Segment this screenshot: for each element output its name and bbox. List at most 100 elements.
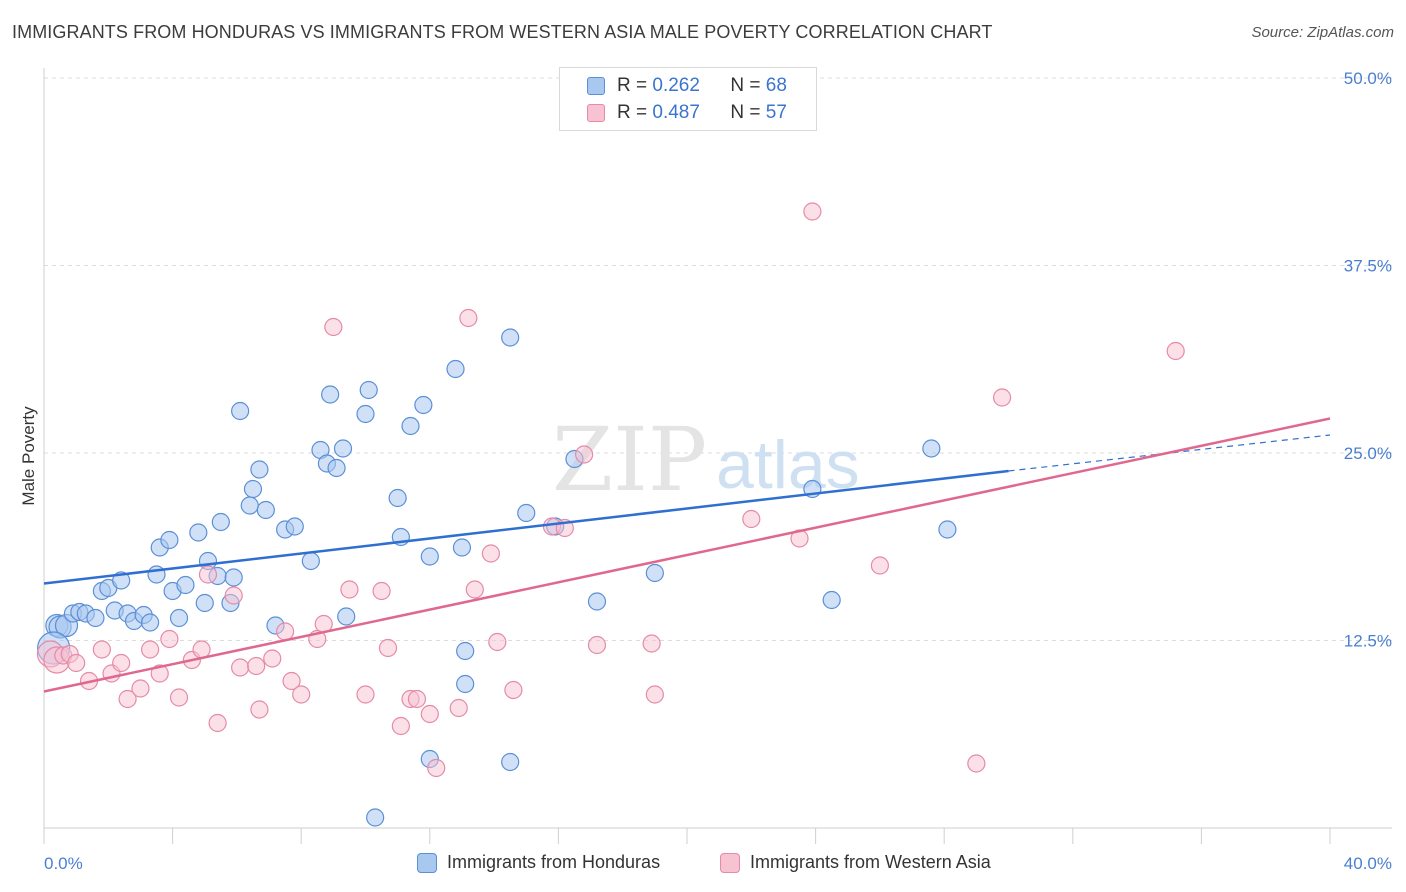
point-honduras [86,608,105,628]
point-western-asia [967,754,986,773]
point-western-asia [250,700,269,719]
axes [43,68,1392,844]
bottom-legend-label: Immigrants from Honduras [447,852,661,872]
stats-legend: R = 0.262 N = 68 R = 0.487 N = 57 [559,67,817,131]
point-western-asia [263,649,282,668]
legend-row-western-asia: R = 0.487 N = 57 [560,100,787,126]
trend-line-western-asia [43,417,1331,693]
point-honduras [822,590,841,610]
point-honduras [301,551,320,571]
point-western-asia [427,758,446,778]
y-tick-label: 12.5% [1344,632,1392,651]
point-western-asia [140,640,160,659]
point-honduras [160,530,179,550]
point-western-asia [192,640,211,659]
legend-row-honduras: R = 0.262 N = 68 [560,73,787,99]
tick-labels: 12.5% 25.0% 37.5% 50.0% 0.0% 40.0% [44,69,1392,873]
bottom-legend-honduras: Immigrants from Honduras [417,852,660,873]
point-western-asia [198,565,218,584]
point-western-asia [587,635,607,655]
point-western-asia [231,658,250,677]
point-honduras [456,641,475,661]
point-honduras [452,538,472,557]
point-western-asia [391,716,410,736]
point-honduras [337,607,356,626]
point-western-asia [67,653,86,673]
point-western-asia [282,671,301,691]
y-axis-label: Male Poverty [19,406,38,506]
point-western-asia [169,688,189,707]
point-honduras [169,608,189,628]
point-honduras [922,439,941,458]
point-western-asia [459,308,478,328]
point-honduras [189,523,208,542]
point-honduras [243,479,263,499]
point-western-asia [340,580,359,599]
point-honduras [420,547,439,566]
chart-title: IMMIGRANTS FROM HONDURAS VS IMMIGRANTS F… [12,22,993,42]
point-western-asia [160,629,179,649]
point-western-asia [803,202,822,221]
point-honduras [256,500,275,520]
point-western-asia [356,685,375,704]
point-honduras [366,808,385,827]
point-western-asia [208,713,227,733]
legend-r-value: 0.487 [652,102,700,123]
legend-n-label: N = [730,102,761,123]
point-honduras [333,439,353,458]
y-tick-label: 25.0% [1344,444,1392,463]
y-tick-label: 50.0% [1344,69,1392,88]
legend-n-value: 57 [765,102,787,123]
chart-source: Source: ZipAtlas.com [1251,24,1394,41]
point-honduras [456,674,475,694]
trend-line-honduras [43,469,1009,585]
point-honduras [195,593,214,613]
point-honduras [401,416,420,436]
point-honduras [446,359,465,379]
point-western-asia [742,509,761,529]
point-honduras [231,401,250,421]
point-honduras [414,395,433,415]
legend-r-label: R = [617,75,648,96]
point-western-asia [131,679,150,698]
point-western-asia [575,445,594,464]
point-honduras [501,328,520,347]
point-western-asia [642,634,661,653]
legend-n-value: 68 [765,75,787,96]
point-western-asia [372,581,391,601]
watermark: ZIP atlas [552,408,860,511]
point-honduras [176,575,195,595]
legend-n-label: N = [730,75,761,96]
bottom-legend-western-asia: Immigrants from Western Asia [720,852,991,873]
point-honduras [285,517,304,536]
point-honduras [356,404,375,424]
series-western-asia-points [36,202,1185,778]
point-western-asia [992,388,1012,407]
point-honduras [645,563,664,583]
point-western-asia [481,544,500,563]
point-western-asia [488,632,507,652]
legend-r-value: 0.262 [652,75,700,96]
point-honduras [224,568,243,587]
point-western-asia [378,638,398,658]
series-honduras-points [37,328,957,827]
point-western-asia [1166,341,1185,361]
point-western-asia [224,586,243,605]
trend-line-honduras-extension [1008,434,1331,472]
point-western-asia [449,698,468,718]
bottom-legend-label: Immigrants from Western Asia [750,852,991,872]
point-western-asia [870,556,890,575]
point-honduras [501,752,520,772]
y-tick-label: 37.5% [1344,257,1392,276]
point-honduras [388,488,407,508]
point-western-asia [645,685,664,704]
point-western-asia [324,317,343,337]
grid-lines [44,77,1392,641]
point-western-asia [504,680,523,700]
point-honduras [211,512,230,532]
point-western-asia [118,689,137,709]
legend-swatch-honduras [587,77,605,95]
point-western-asia [465,580,484,599]
x-tick-label: 0.0% [44,854,83,873]
